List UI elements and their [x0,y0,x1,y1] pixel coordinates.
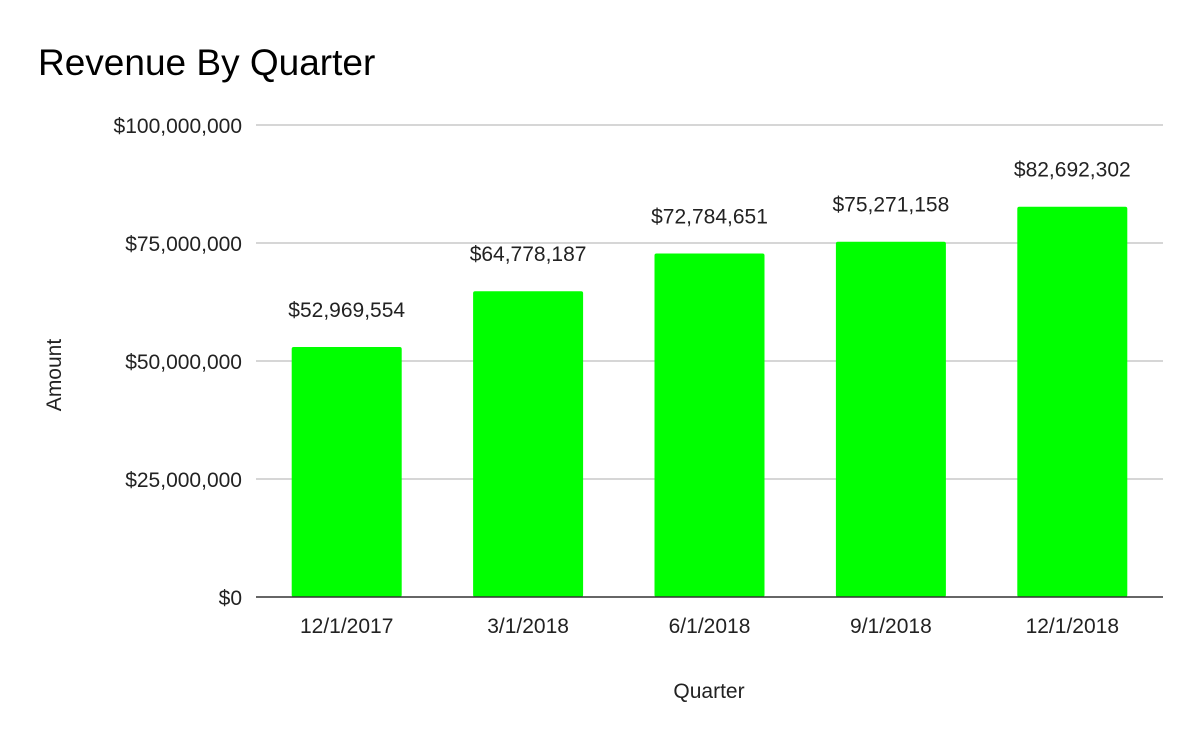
bar [835,241,946,597]
bar [291,346,402,597]
data-labels: $52,969,554 $64,778,187 $72,784,651 $75,271… [288,159,1130,322]
x-tick-label: 12/1/2018 [1026,615,1119,638]
x-tick-label: 3/1/2018 [487,615,569,638]
bar-data-label: $72,784,651 [651,205,768,228]
y-tick-label: $25,000,000 [125,469,242,492]
bar-data-label: $82,692,302 [1014,159,1131,182]
bar-data-label: $64,778,187 [470,243,587,266]
bar [1017,206,1128,598]
x-tick-labels: 12/1/2017 3/1/2018 6/1/2018 9/1/2018 12/1/20… [300,615,1119,638]
chart-title: Revenue By Quarter [38,42,375,83]
x-tick-label: 6/1/2018 [669,615,751,638]
x-tick-label: 9/1/2018 [850,615,932,638]
bars [291,206,1128,598]
x-tick-label: 12/1/2017 [300,615,393,638]
bar [473,291,584,597]
x-axis-title: Quarter [673,680,744,703]
y-tick-label: $100,000,000 [114,115,242,138]
y-tick-label: $50,000,000 [125,351,242,374]
y-axis-title: Amount [43,339,66,412]
bar-data-label: $75,271,158 [833,194,950,217]
y-tick-label: $0 [219,587,242,610]
y-tick-labels: $0 $25,000,000 $50,000,000 $75,000,000 $100,… [114,115,242,610]
bar-data-label: $52,969,554 [288,299,405,322]
y-tick-label: $75,000,000 [125,233,242,256]
bar [654,253,765,597]
